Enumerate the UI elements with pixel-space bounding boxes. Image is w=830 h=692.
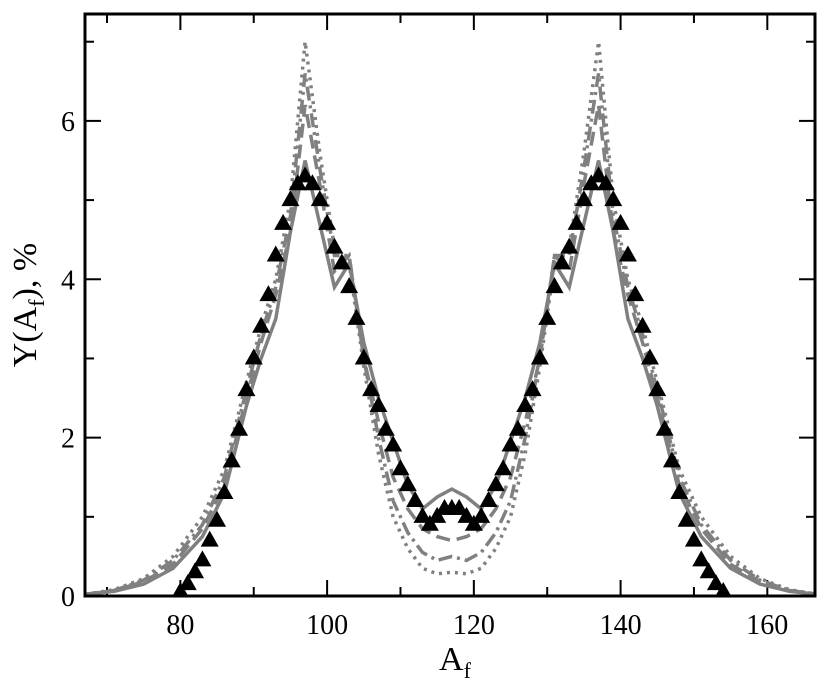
triangle-marker xyxy=(589,166,608,183)
series-line xyxy=(85,160,815,596)
triangle-marker xyxy=(648,380,667,397)
triangle-marker xyxy=(494,459,513,476)
triangle-marker xyxy=(677,510,696,527)
triangle-marker xyxy=(692,550,711,567)
triangle-marker xyxy=(567,213,586,230)
triangle-marker xyxy=(318,213,337,230)
plot-area xyxy=(85,41,815,596)
triangle-marker xyxy=(354,348,373,365)
triangle-marker xyxy=(560,237,579,254)
triangle-marker xyxy=(274,213,293,230)
triangle-marker xyxy=(715,582,732,596)
triangle-marker xyxy=(266,245,285,262)
triangle-marker xyxy=(347,308,366,325)
series-line xyxy=(85,104,815,596)
triangle-marker xyxy=(259,285,278,302)
triangle-marker xyxy=(604,190,623,207)
triangle-marker xyxy=(200,530,219,547)
triangle-marker xyxy=(193,550,212,567)
y-axis-label: Y(Af), % xyxy=(7,243,49,367)
triangle-marker xyxy=(340,277,359,294)
triangle-marker xyxy=(633,316,652,333)
triangle-marker xyxy=(472,506,491,523)
triangle-marker xyxy=(486,475,505,492)
triangle-marker xyxy=(523,380,542,397)
triangle-marker xyxy=(398,475,417,492)
triangle-marker xyxy=(457,506,476,523)
triangle-marker xyxy=(530,348,549,365)
y-tick-label: 0 xyxy=(61,582,75,613)
triangle-marker xyxy=(391,459,410,476)
triangle-marker xyxy=(508,419,527,436)
triangle-marker xyxy=(325,237,344,254)
y-label-main: Y(A xyxy=(7,306,44,367)
triangle-marker xyxy=(596,174,615,191)
triangle-marker xyxy=(384,435,403,452)
y-tick-label: 4 xyxy=(61,265,75,296)
triangle-marker xyxy=(640,348,659,365)
x-tick-label: 140 xyxy=(600,610,642,641)
x-tick-label: 100 xyxy=(306,610,348,641)
triangle-marker xyxy=(655,419,674,436)
y-label-sub: f xyxy=(24,299,49,307)
triangle-marker xyxy=(552,253,571,270)
triangle-marker xyxy=(215,483,234,500)
triangle-marker xyxy=(699,562,718,579)
triangle-marker xyxy=(545,277,564,294)
y-tick-label: 6 xyxy=(61,107,75,138)
triangle-marker xyxy=(303,174,322,191)
triangle-marker xyxy=(178,574,197,591)
triangle-marker xyxy=(362,380,381,397)
triangle-marker xyxy=(618,245,637,262)
triangle-marker xyxy=(501,435,520,452)
triangle-marker xyxy=(252,316,271,333)
triangle-marker xyxy=(281,190,300,207)
triangle-marker xyxy=(538,308,557,325)
triangle-marker xyxy=(626,285,645,302)
plot-frame xyxy=(83,12,817,598)
triangle-marker xyxy=(332,253,351,270)
triangle-marker xyxy=(662,451,681,468)
triangle-marker xyxy=(244,348,263,365)
triangle-marker xyxy=(296,166,315,183)
triangle-marker xyxy=(208,510,227,527)
triangle-marker xyxy=(237,380,256,397)
series-line xyxy=(85,73,815,596)
triangle-marker xyxy=(230,419,249,436)
x-axis-label: Af xyxy=(439,641,472,683)
triangle-marker xyxy=(479,490,498,507)
triangle-marker xyxy=(706,574,725,591)
y-label-end: ), % xyxy=(7,243,44,300)
triangle-marker xyxy=(611,213,630,230)
triangle-marker xyxy=(684,530,703,547)
triangle-marker xyxy=(222,451,241,468)
series-line xyxy=(85,41,815,596)
triangle-marker xyxy=(376,419,395,436)
triangle-marker xyxy=(406,490,425,507)
triangle-marker xyxy=(670,483,689,500)
triangle-marker xyxy=(516,395,535,412)
triangle-marker xyxy=(450,498,469,515)
triangle-marker xyxy=(186,562,205,579)
triangle-marker xyxy=(369,395,388,412)
x-tick-label: 120 xyxy=(453,610,495,641)
y-tick-label: 2 xyxy=(61,424,75,455)
triangle-marker xyxy=(574,190,593,207)
x-label-sub: f xyxy=(464,658,472,683)
x-label-main: A xyxy=(439,641,464,678)
triangle-marker xyxy=(310,190,329,207)
x-tick-label: 160 xyxy=(746,610,788,641)
triangle-marker xyxy=(413,506,432,523)
x-tick-label: 80 xyxy=(166,610,194,641)
